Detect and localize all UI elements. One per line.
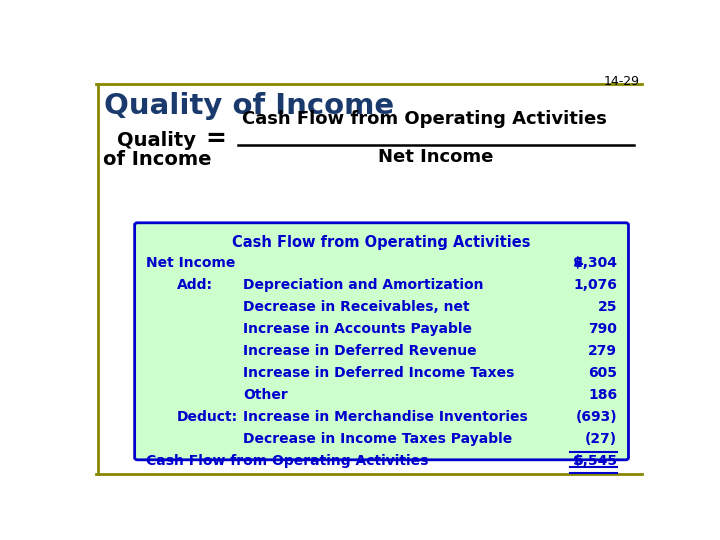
Text: 790: 790 — [588, 322, 617, 336]
Text: Depreciation and Amortization: Depreciation and Amortization — [243, 278, 484, 292]
FancyBboxPatch shape — [135, 223, 629, 460]
Text: 6,545: 6,545 — [573, 454, 617, 468]
Text: Cash Flow from Operating Activities: Cash Flow from Operating Activities — [145, 454, 428, 468]
Text: Other: Other — [243, 388, 288, 402]
Text: 25: 25 — [598, 300, 617, 314]
Text: Increase in Deferred Revenue: Increase in Deferred Revenue — [243, 344, 477, 358]
Text: Quality: Quality — [117, 131, 197, 150]
Text: Increase in Deferred Income Taxes: Increase in Deferred Income Taxes — [243, 366, 515, 380]
Text: Cash Flow from Operating Activities: Cash Flow from Operating Activities — [233, 235, 531, 250]
Text: Add:: Add: — [176, 278, 212, 292]
Text: 1,076: 1,076 — [573, 278, 617, 292]
Text: Increase in Accounts Payable: Increase in Accounts Payable — [243, 322, 472, 336]
Text: 605: 605 — [588, 366, 617, 380]
Text: $: $ — [572, 454, 582, 468]
Text: Decrease in Income Taxes Payable: Decrease in Income Taxes Payable — [243, 433, 513, 447]
Text: Net Income: Net Income — [145, 256, 235, 270]
Text: $: $ — [572, 256, 582, 270]
Text: 186: 186 — [588, 388, 617, 402]
Text: Quality of Income: Quality of Income — [104, 92, 394, 120]
Text: 14-29: 14-29 — [603, 75, 639, 88]
Text: Net Income: Net Income — [378, 148, 494, 166]
Text: (27): (27) — [585, 433, 617, 447]
Text: Deduct:: Deduct: — [176, 410, 238, 424]
Text: 279: 279 — [588, 344, 617, 358]
Text: Decrease in Receivables, net: Decrease in Receivables, net — [243, 300, 470, 314]
Text: of Income: of Income — [103, 150, 211, 169]
Text: =: = — [205, 127, 226, 151]
Text: Increase in Merchandise Inventories: Increase in Merchandise Inventories — [243, 410, 528, 424]
Text: Cash Flow from Operating Activities: Cash Flow from Operating Activities — [243, 110, 607, 128]
Text: 4,304: 4,304 — [573, 256, 617, 270]
Text: (693): (693) — [576, 410, 617, 424]
